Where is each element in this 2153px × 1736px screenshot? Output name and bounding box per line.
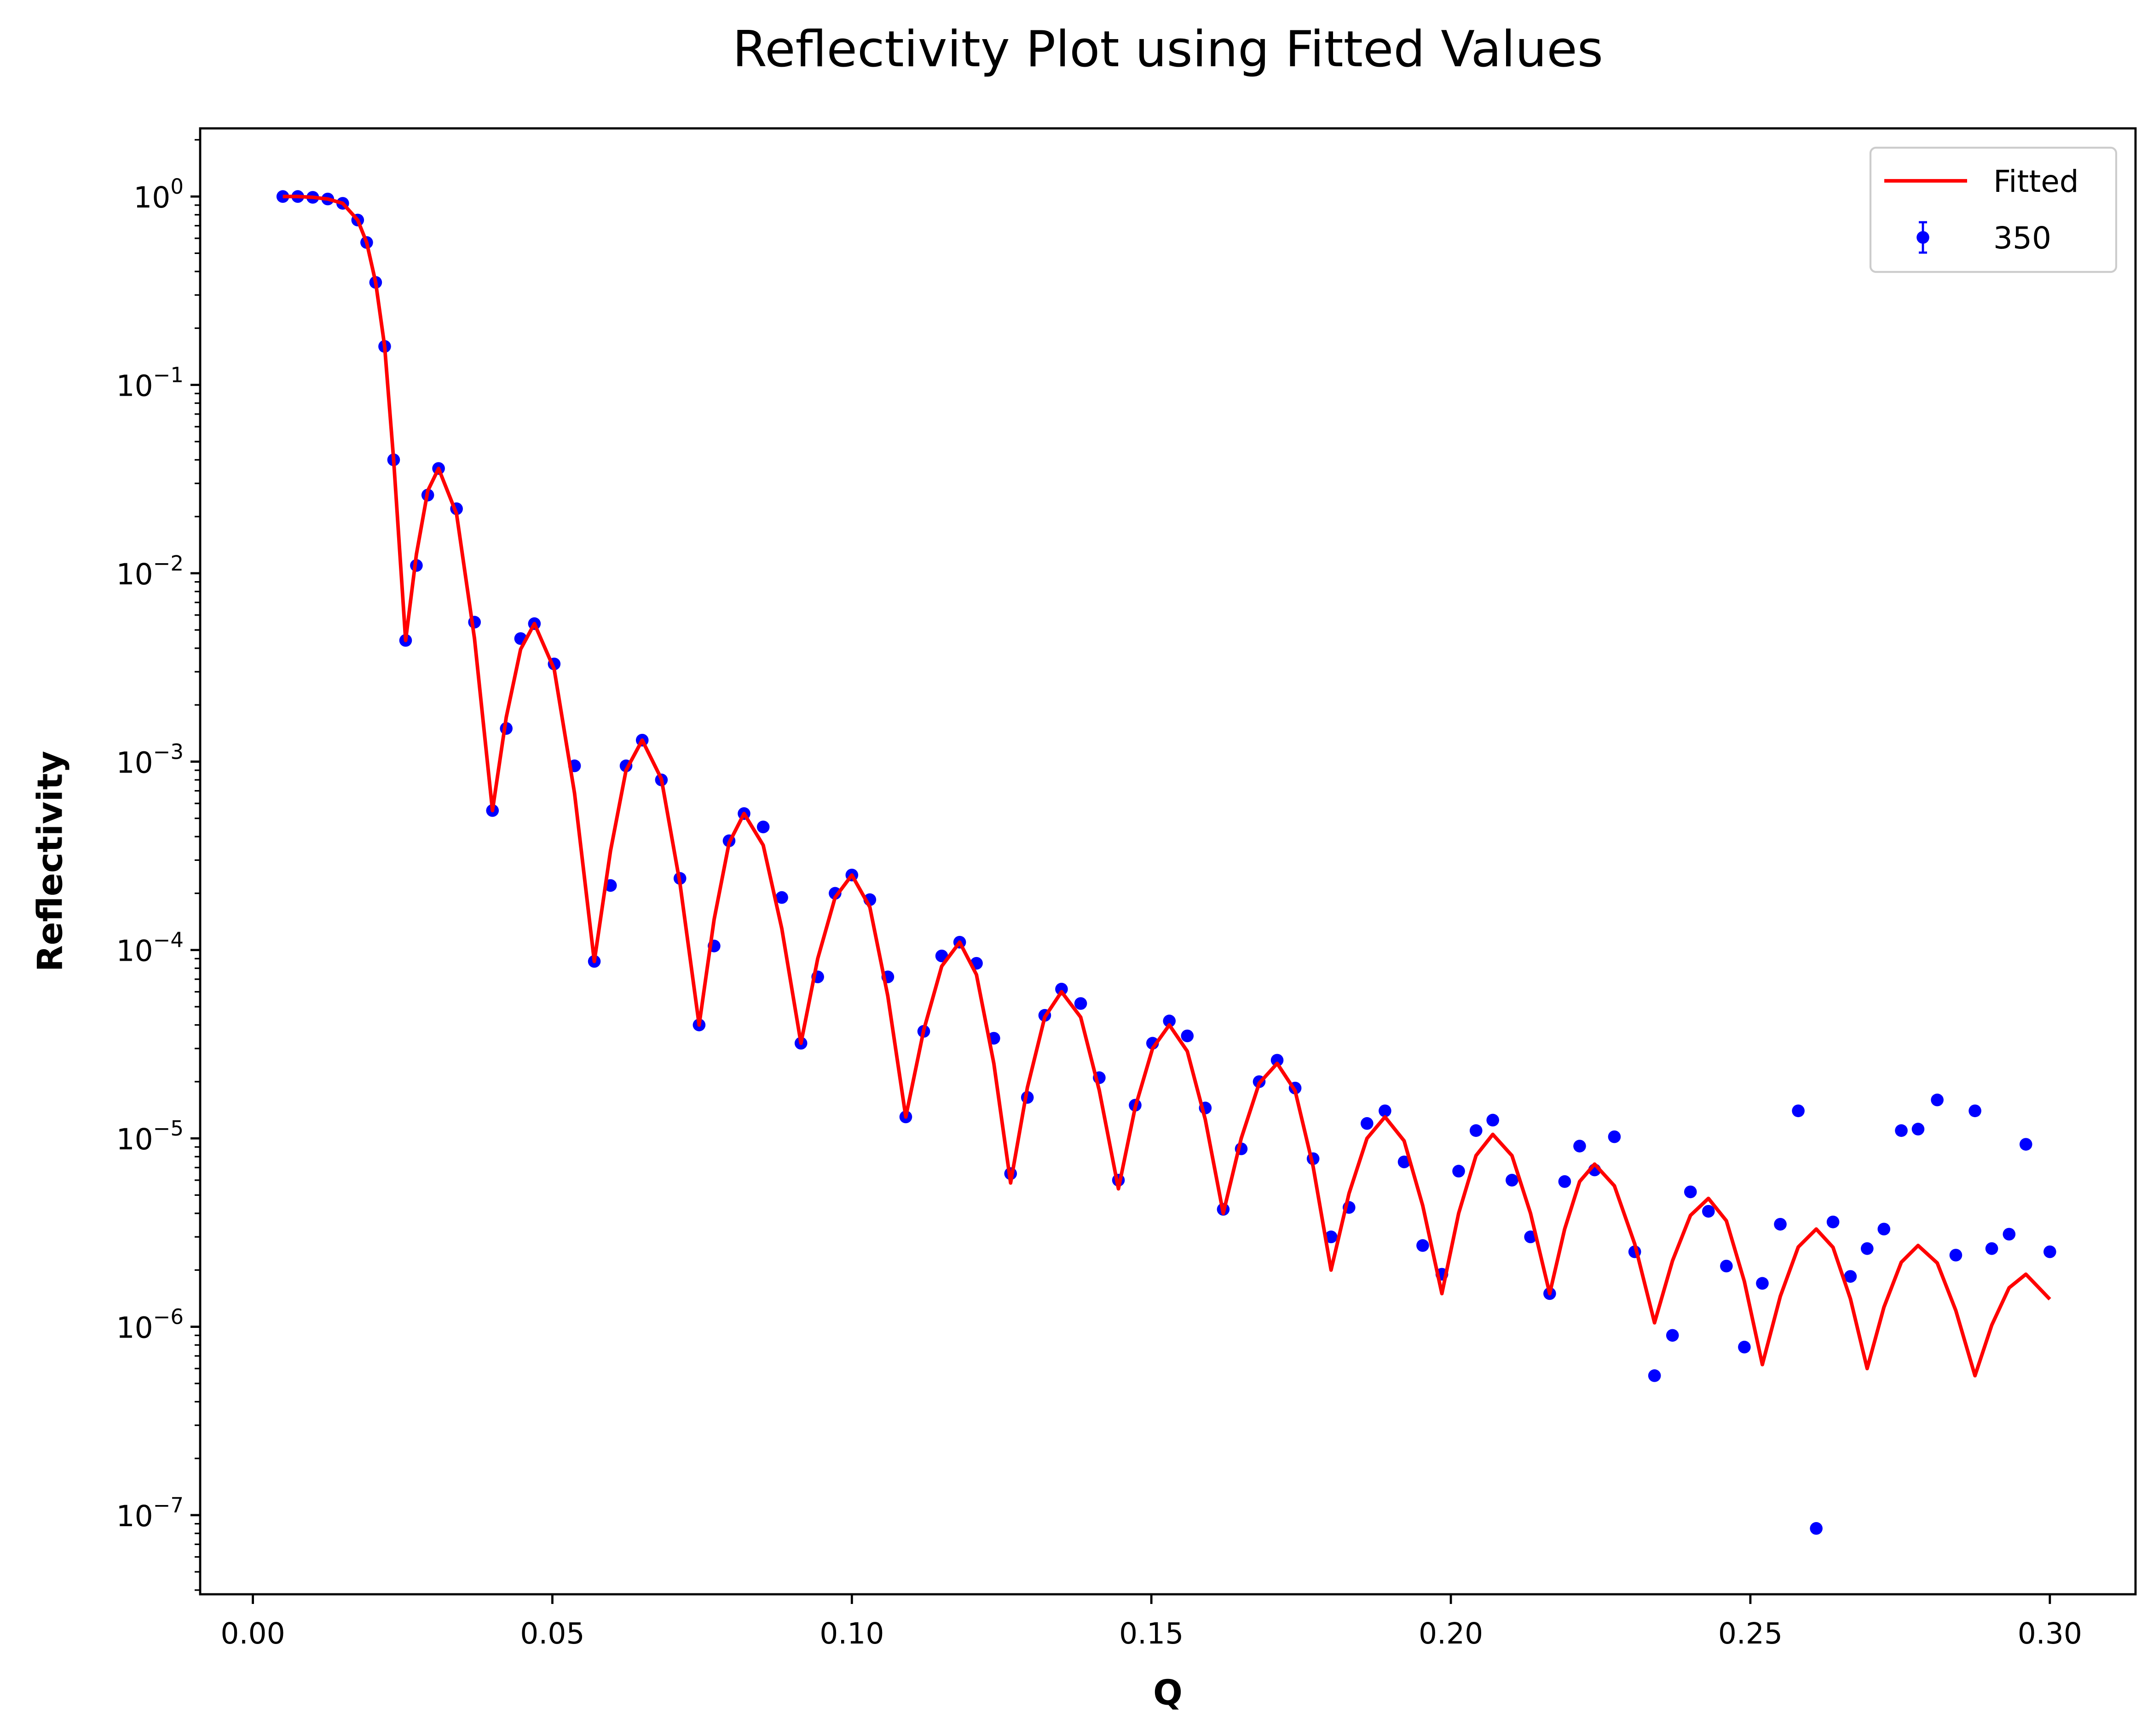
data-point: [1270, 1054, 1284, 1067]
x-axis-label: Q: [1153, 1672, 1183, 1713]
legend-label: 350: [1993, 220, 2051, 256]
fitted-line: [283, 195, 2051, 1378]
data-point: [2003, 1228, 2016, 1241]
data-point: [1379, 1104, 1391, 1118]
data-point: [1720, 1259, 1733, 1273]
plot-area: [276, 190, 2056, 1535]
y-tick-label: 10−3: [116, 739, 184, 779]
x-tick-label: 0.15: [1119, 1617, 1183, 1650]
y-tick-label: 10−1: [116, 363, 184, 403]
data-point: [1416, 1239, 1429, 1252]
data-point: [829, 887, 842, 900]
data-point: [1895, 1124, 1908, 1137]
data-point: [1877, 1223, 1891, 1236]
data-point: [1844, 1270, 1857, 1283]
data-point: [1361, 1117, 1374, 1130]
data-point: [1452, 1165, 1465, 1178]
y-tick-label: 10−7: [116, 1493, 184, 1533]
x-tick-label: 0.25: [1718, 1617, 1783, 1650]
y-tick-label: 100: [133, 174, 184, 214]
data-point: [1774, 1217, 1787, 1231]
legend: Fitted 350: [1869, 146, 2118, 273]
data-point: [1911, 1123, 1925, 1136]
data-point: [1558, 1175, 1571, 1188]
data-point: [756, 820, 770, 834]
data-point: [1861, 1242, 1874, 1255]
data-point: [1702, 1205, 1715, 1218]
data-point: [1985, 1242, 1998, 1255]
data-point: [2043, 1245, 2056, 1258]
x-tick-label: 0.10: [820, 1617, 884, 1650]
data-point: [1738, 1340, 1751, 1354]
data-point: [1666, 1329, 1679, 1342]
y-tick-label: 10−5: [116, 1116, 184, 1156]
x-tick-label: 0.00: [220, 1617, 285, 1650]
data-point: [1756, 1277, 1769, 1290]
data-point: [1506, 1174, 1518, 1187]
data-point: [1810, 1522, 1823, 1535]
data-point: [775, 891, 788, 904]
data-point: [1949, 1249, 1963, 1262]
data-point: [1968, 1104, 1981, 1118]
y-tick-label: 10−6: [116, 1305, 184, 1345]
data-point: [1684, 1185, 1697, 1199]
y-axis-label: Reflectivity: [30, 751, 70, 972]
data-point: [1648, 1369, 1661, 1382]
x-tick-label: 0.05: [520, 1617, 584, 1650]
data-point: [1397, 1155, 1411, 1169]
y-tick-label: 10−4: [116, 928, 184, 968]
legend-marker: [1916, 231, 1929, 244]
legend-label: Fitted: [1993, 164, 2079, 199]
legend-box: [1869, 146, 2118, 273]
data-point: [1324, 1230, 1338, 1244]
x-tick-label: 0.20: [1419, 1617, 1483, 1650]
axes-frame: [199, 127, 2137, 1596]
data-point: [1074, 997, 1087, 1010]
data-point: [1608, 1130, 1621, 1143]
data-point: [1826, 1215, 1840, 1228]
data-point: [1931, 1093, 1944, 1107]
data-point: [1469, 1124, 1483, 1137]
y-tick-label: 10−2: [116, 551, 184, 591]
data-point: [1055, 982, 1068, 996]
data-point: [1573, 1140, 1586, 1153]
data-point: [1163, 1015, 1176, 1027]
data-point: [1486, 1113, 1499, 1127]
chart-title: Reflectivity Plot using Fitted Values: [733, 21, 1603, 78]
x-tick-label: 0.30: [2018, 1617, 2082, 1650]
data-point: [2019, 1138, 2032, 1151]
data-point: [1792, 1104, 1805, 1118]
data-point: [1181, 1029, 1194, 1043]
